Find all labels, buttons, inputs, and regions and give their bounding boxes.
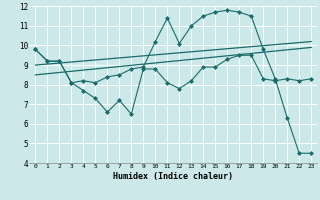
X-axis label: Humidex (Indice chaleur): Humidex (Indice chaleur) bbox=[113, 172, 233, 181]
